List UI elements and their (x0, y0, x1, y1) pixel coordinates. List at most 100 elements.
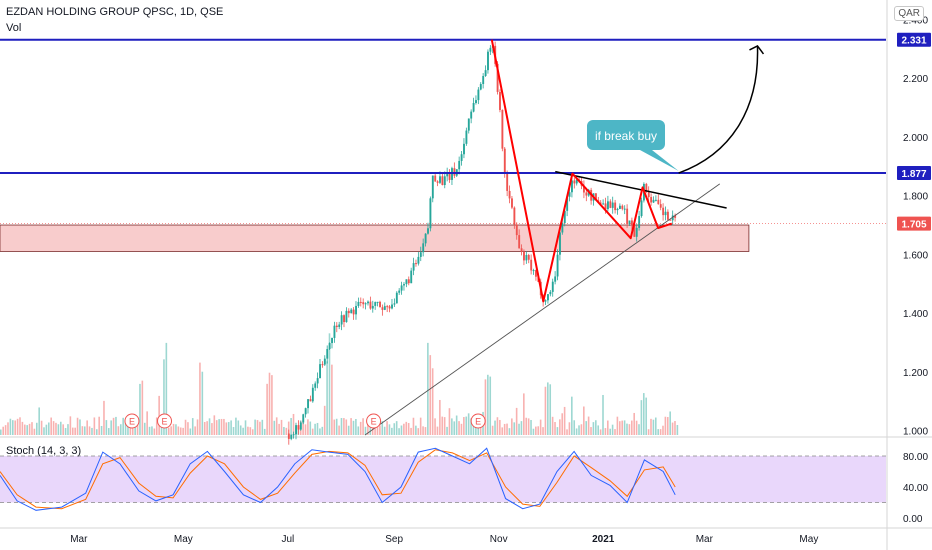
volume-bar (83, 426, 86, 435)
candle-body (621, 205, 624, 209)
volume-bar (69, 416, 72, 435)
candle-body (321, 364, 324, 366)
currency-badge[interactable]: QAR (894, 6, 924, 21)
volume-bar (662, 425, 664, 435)
volume-bar (494, 420, 496, 435)
time-tick-label: May (174, 534, 193, 545)
candle-body (623, 208, 626, 210)
volume-bar (112, 417, 115, 435)
volume-bar (657, 429, 659, 435)
volume-bar (539, 419, 542, 435)
volume-bar (244, 420, 247, 435)
candle-body (359, 301, 362, 303)
volume-bar (400, 425, 403, 435)
volume-bar (196, 419, 199, 435)
volume-bar (412, 417, 415, 435)
earnings-marker (366, 413, 382, 429)
candle-body (439, 176, 441, 183)
volume-bar (172, 423, 175, 435)
volume-bar (251, 429, 254, 435)
volume-bar (585, 421, 588, 435)
stoch-legend[interactable]: Stoch (14, 3, 3) (6, 445, 82, 457)
candle-body (659, 204, 662, 208)
volume-bar (532, 428, 535, 435)
volume-bar (357, 426, 360, 435)
volume-bar (359, 421, 362, 435)
price-tick-label: 2.000 (903, 133, 928, 144)
volume-bar (230, 420, 232, 435)
candle-body (307, 399, 310, 409)
volume-bar (602, 394, 604, 435)
volume-bar (508, 428, 511, 435)
volume-bar (583, 406, 585, 435)
volume-bar (422, 426, 424, 435)
time-tick-label: Sep (385, 534, 403, 545)
price-tick-label: 1.000 (903, 427, 928, 438)
volume-bar (232, 427, 235, 435)
volume-bar (335, 418, 338, 435)
volume-bar (88, 426, 91, 435)
candle-body (443, 176, 446, 186)
volume-bar (139, 383, 141, 435)
volume-bar (74, 427, 76, 435)
volume-bar (446, 426, 448, 435)
volume-bar (439, 399, 441, 435)
candle-body (369, 301, 372, 309)
volume-bar (143, 422, 146, 435)
volume-bar (316, 422, 319, 435)
volume-bar (153, 428, 156, 435)
volume-bar (254, 419, 256, 435)
volume-bar (491, 425, 494, 435)
stoch-d-line (0, 449, 676, 510)
volume-bar (633, 412, 635, 435)
time-tick-label: Nov (490, 534, 508, 545)
volume-bar (19, 417, 21, 435)
candle-body (549, 291, 552, 295)
volume-bar (285, 427, 288, 435)
candle-body (467, 118, 470, 131)
candle-body (407, 279, 410, 284)
volume-legend[interactable]: Vol (6, 22, 22, 34)
volume-bar (436, 426, 439, 435)
callout-group: if break buy (587, 120, 679, 172)
volume-bar (472, 420, 475, 435)
candle-body (585, 192, 588, 196)
volume-bar (650, 418, 652, 435)
candle-body (487, 51, 489, 71)
volume-bar (515, 407, 518, 435)
candle-body (299, 422, 302, 430)
volume-bar (611, 424, 614, 435)
volume-bar (520, 421, 523, 435)
candle-body (362, 302, 365, 305)
candle-body (331, 337, 333, 344)
volume-bar (580, 424, 583, 435)
volume-bar (607, 420, 609, 435)
volume-bar (50, 417, 52, 435)
earnings-marker-label: E (371, 417, 377, 427)
volume-bar (499, 419, 501, 435)
volume-bar (503, 423, 506, 435)
projection-arrow (678, 45, 759, 174)
time-tick-label: Jul (282, 534, 295, 545)
volume-bar (283, 426, 285, 435)
earnings-marker (124, 413, 140, 429)
candle-body (506, 172, 509, 191)
volume-bar (518, 423, 520, 435)
volume-bar (247, 426, 249, 435)
volume-bar (369, 422, 372, 435)
candle-body (479, 84, 482, 90)
volume-bar (239, 425, 242, 435)
stoch-tick-label: 40.00 (903, 483, 928, 494)
symbol-title[interactable]: EZDAN HOLDING GROUP QPSC, 1D, QSE (6, 6, 224, 18)
candle-body (595, 193, 597, 201)
volume-bar (371, 426, 374, 435)
candle-body (633, 224, 636, 237)
volume-bar (638, 424, 640, 435)
candle-body (398, 290, 401, 293)
volume-bar (487, 374, 489, 435)
candle-body (657, 199, 660, 205)
volume-bar (187, 422, 189, 435)
volume-bar (33, 428, 36, 435)
volume-bar (206, 421, 208, 435)
volume-bar (374, 425, 376, 435)
